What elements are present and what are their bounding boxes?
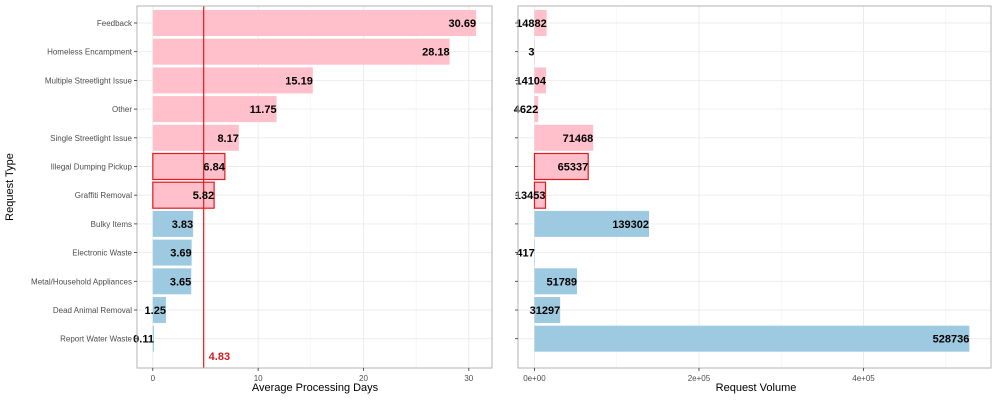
- y-tick-label-bulky-items: Bulky Items: [91, 220, 132, 229]
- bar-dead-animal-removal: [152, 297, 166, 323]
- bar-other: [152, 96, 277, 123]
- value-label-other: 4622: [514, 104, 538, 116]
- value-label-report-water-waste: 0.11: [133, 334, 154, 346]
- bar-illegal-dumping-pickup: [152, 152, 226, 181]
- value-label-metal-household-appliances: 3.65: [170, 276, 191, 288]
- bar-electronic-waste: [534, 239, 535, 266]
- value-label-feedback: 30.69: [449, 18, 477, 30]
- bar-electronic-waste: [152, 239, 192, 266]
- value-label-illegal-dumping-pickup: 65337: [558, 162, 589, 174]
- bar-homeless-encampment: [534, 38, 535, 65]
- value-label-bulky-items: 139302: [612, 219, 649, 231]
- value-label-dead-animal-removal: 31297: [530, 305, 561, 317]
- bar-single-streetlight-issue: [152, 124, 239, 151]
- x-tick-label: 4e+05: [852, 374, 875, 383]
- value-label-homeless-encampment: 3: [528, 47, 534, 59]
- value-label-single-streetlight-issue: 71468: [563, 133, 594, 145]
- x-tick-label: 20: [359, 374, 368, 383]
- value-label-multiple-streetlight-issue: 14104: [515, 75, 546, 87]
- plot-background: [518, 6, 991, 368]
- bar-report-water-waste: [534, 325, 970, 352]
- x-tick-label: 30: [464, 374, 473, 383]
- panel-processing-days: 4.83 30.69 28.18 15.19 11.75 8.17 6.84 5.82 3.83…: [31, 5, 493, 383]
- value-label-homeless-encampment: 28.18: [422, 47, 450, 59]
- y-tick-label-report-water-waste: Report Water Waste: [60, 335, 132, 344]
- bar-homeless-encampment: [152, 38, 450, 65]
- bar-other: [534, 96, 539, 123]
- x-axis-title-request-volume: Request Volume: [716, 382, 797, 394]
- y-tick-label-illegal-dumping-pickup: Illegal Dumping Pickup: [51, 163, 133, 172]
- bar-multiple-streetlight-issue: [534, 67, 547, 94]
- bar-feedback: [534, 10, 547, 36]
- bar-report-water-waste: [152, 325, 154, 352]
- value-label-electronic-waste: 417: [516, 248, 534, 260]
- value-label-electronic-waste: 3.69: [170, 248, 191, 260]
- value-label-graffiti-removal: 5.82: [193, 190, 214, 202]
- y-tick-label-single-streetlight-issue: Single Streetlight Issue: [50, 134, 132, 143]
- bar-bulky-items: [152, 210, 194, 237]
- y-axis-title-request-type: Request Type: [4, 153, 16, 221]
- bar-illegal-dumping-pickup: [533, 152, 589, 181]
- y-tick-label-graffiti-removal: Graffiti Removal: [75, 191, 132, 200]
- x-tick-label: 2e+05: [688, 374, 711, 383]
- y-tick-label-electronic-waste: Electronic Waste: [72, 249, 132, 258]
- value-label-feedback: 14882: [516, 18, 547, 30]
- x-tick-label: 10: [254, 374, 263, 383]
- y-tick-label-homeless-encampment: Homeless Encampment: [47, 48, 133, 57]
- y-tick-label-multiple-streetlight-issue: Multiple Streetlight Issue: [45, 76, 133, 85]
- value-label-illegal-dumping-pickup: 6.84: [203, 162, 225, 174]
- y-tick-label-metal-household-appliances: Metal/Household Appliances: [31, 277, 132, 286]
- x-tick-label: 0e+00: [523, 374, 546, 383]
- value-label-multiple-streetlight-issue: 15.19: [285, 75, 313, 87]
- bar-bulky-items: [534, 210, 650, 237]
- x-axis-title-processing-days: Average Processing Days: [252, 382, 379, 394]
- bar-graffiti-removal: [533, 181, 547, 209]
- value-label-single-streetlight-issue: 8.17: [217, 133, 238, 145]
- reference-line-label: 4.83: [209, 351, 230, 363]
- panel-border: [517, 5, 992, 369]
- value-label-metal-household-appliances: 51789: [546, 276, 577, 288]
- y-tick-label-dead-animal-removal: Dead Animal Removal: [53, 306, 132, 315]
- value-label-bulky-items: 3.83: [172, 219, 193, 231]
- panel-border: [136, 5, 493, 369]
- y-tick-label-feedback: Feedback: [97, 19, 133, 28]
- y-tick-label-other: Other: [112, 105, 132, 114]
- x-tick-label: 0: [151, 374, 156, 383]
- bar-metal-household-appliances: [152, 268, 192, 295]
- bar-single-streetlight-issue: [534, 124, 594, 151]
- bar-feedback: [152, 10, 477, 36]
- bar-dead-animal-removal: [534, 297, 561, 323]
- value-label-report-water-waste: 528736: [933, 334, 970, 346]
- value-label-other: 11.75: [250, 104, 277, 116]
- bar-multiple-streetlight-issue: [152, 67, 313, 94]
- panel-request-volume: 14882 3 14104 4622 71468 65337 13453 139302 417 5…: [514, 5, 992, 383]
- bar-metal-household-appliances: [534, 268, 578, 295]
- value-label-dead-animal-removal: 1.25: [145, 305, 166, 317]
- value-label-graffiti-removal: 13453: [515, 190, 546, 202]
